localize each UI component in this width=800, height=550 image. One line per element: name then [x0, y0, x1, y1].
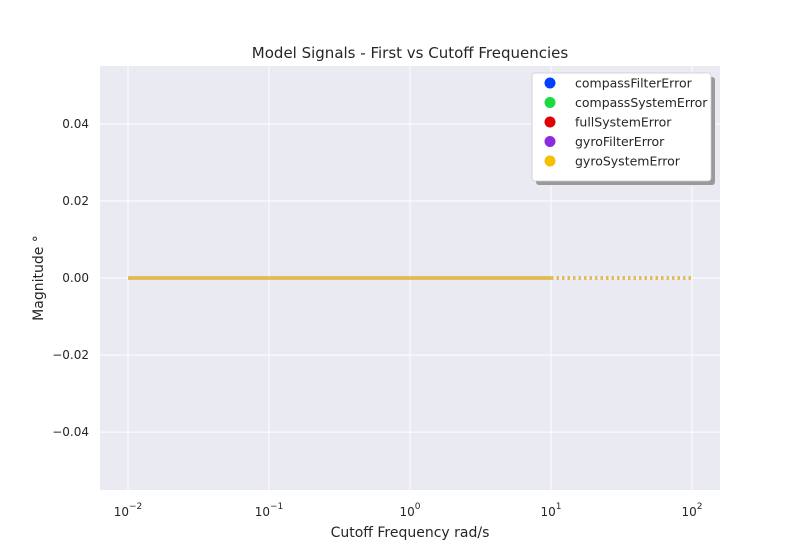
- x-tick-label: 101: [540, 502, 561, 519]
- y-tick-label: 0.00: [62, 271, 89, 285]
- legend-marker: [544, 97, 556, 108]
- x-tick-label: 102: [681, 502, 702, 519]
- x-tick-label: 10−1: [255, 502, 284, 519]
- y-axis-label: Magnitude °: [31, 235, 47, 321]
- legend-label: fullSystemError: [575, 115, 672, 130]
- y-tick-label: −0.04: [52, 425, 89, 439]
- x-tick-label: 10−2: [114, 502, 143, 519]
- y-tick-label: 0.04: [62, 117, 89, 131]
- legend-label: compassSystemError: [575, 95, 708, 110]
- legend-marker: [544, 116, 556, 128]
- legend-label: compassFilterError: [575, 76, 693, 91]
- legend-label: gyroFilterError: [575, 134, 665, 149]
- legend-marker: [544, 155, 556, 167]
- legend-box: [531, 72, 712, 182]
- y-ticks: 0.04 0.02 0.00 −0.02 −0.04: [52, 117, 89, 439]
- y-tick-label: 0.02: [62, 194, 89, 208]
- x-ticks: 10−2 10−1 100 101 102: [114, 502, 703, 519]
- x-axis-label: Cutoff Frequency rad/s: [331, 525, 490, 541]
- legend-marker: [544, 77, 556, 89]
- legend-marker: [544, 136, 556, 147]
- chart-title: Model Signals - First vs Cutoff Frequenc…: [252, 44, 569, 62]
- legend: compassFilterError compassSystemError full…: [531, 72, 715, 185]
- y-tick-label: −0.02: [52, 348, 89, 362]
- x-tick-label: 100: [399, 502, 420, 519]
- legend-label: gyroSystemError: [575, 154, 681, 169]
